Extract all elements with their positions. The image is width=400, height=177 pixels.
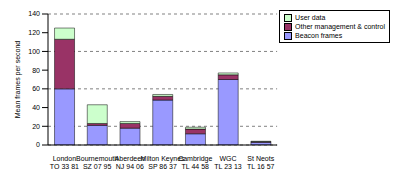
svg-text:WGC: WGC [219,155,236,162]
html-text:User data: User data [295,14,326,21]
svg-text:Milton Keynes: Milton Keynes [140,155,185,162]
svg-text:Mean frames per second: Mean frames per second [14,41,22,119]
svg-text:SZ 07 95: SZ 07 95 [83,163,112,169]
svg-text:NJ 94 06: NJ 94 06 [116,163,144,169]
svg-text:100: 100 [28,48,40,55]
svg-text:TQ 33 81: TQ 33 81 [50,163,79,169]
svg-text:140: 140 [28,10,40,17]
svg-text:TL 23 13: TL 23 13 [214,163,241,169]
svg-text:20: 20 [32,123,40,130]
svg-text:London: London [53,155,76,162]
svg-text:60: 60 [32,85,40,92]
svg-text:Bournemouth: Bournemouth [76,155,118,162]
svg-text:St Neots: St Neots [247,155,274,162]
svg-text:40: 40 [32,104,40,111]
svg-text:0: 0 [36,141,40,148]
svg-text:SP 86 37: SP 86 37 [148,163,177,169]
svg-text:Cambridge: Cambridge [178,155,212,163]
svg-text:Aberdeen: Aberdeen [114,155,145,162]
svg-text:TL 44 58: TL 44 58 [182,163,209,169]
svg-text:TL 16 57: TL 16 57 [247,163,274,169]
html-text:Beacon frames: Beacon frames [295,32,343,39]
svg-text:120: 120 [28,29,40,36]
html-text:Other management & control: Other management & control [295,23,385,30]
svg-text:80: 80 [32,67,40,74]
